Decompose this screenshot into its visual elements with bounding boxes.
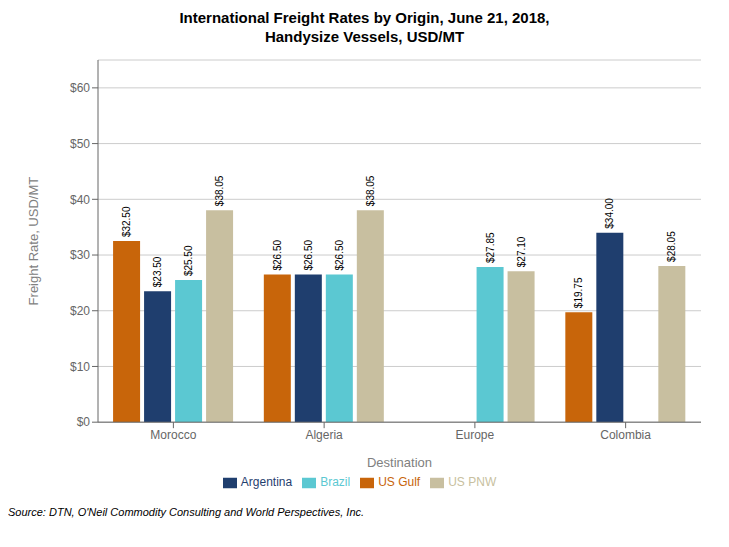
svg-text:$60: $60 <box>70 81 90 95</box>
svg-text:$26.50: $26.50 <box>303 239 314 270</box>
svg-text:Algeria: Algeria <box>305 428 343 442</box>
svg-text:Morocco: Morocco <box>150 428 196 442</box>
svg-text:$30: $30 <box>70 248 90 262</box>
svg-text:$0: $0 <box>77 415 91 429</box>
svg-text:$27.10: $27.10 <box>516 236 527 267</box>
svg-text:$23.50: $23.50 <box>152 256 163 287</box>
svg-text:$19.75: $19.75 <box>573 277 584 308</box>
svg-text:$27.85: $27.85 <box>485 232 496 263</box>
html-text:US Gulf: US Gulf <box>378 475 421 490</box>
svg-text:$40: $40 <box>70 193 90 207</box>
svg-text:$50: $50 <box>70 137 90 151</box>
html-text:Source: DTN, O'Neil Commodity: Source: DTN, O'Neil Commodity Consulting… <box>8 506 365 518</box>
svg-text:$32.50: $32.50 <box>121 206 132 237</box>
html-text:Brazil: Brazil <box>320 475 351 490</box>
svg-text:$26.50: $26.50 <box>334 239 345 270</box>
svg-text:$10: $10 <box>70 360 90 374</box>
svg-text:$20: $20 <box>70 304 90 318</box>
svg-text:$25.50: $25.50 <box>183 245 194 276</box>
svg-text:$26.50: $26.50 <box>272 239 283 270</box>
svg-text:Destination: Destination <box>367 455 432 470</box>
svg-text:$28.05: $28.05 <box>666 231 677 262</box>
html-text:Argentina: Argentina <box>240 475 293 490</box>
svg-text:Europe: Europe <box>456 428 495 442</box>
svg-text:$38.05: $38.05 <box>214 175 225 206</box>
html-text:US PNW: US PNW <box>448 475 497 490</box>
svg-text:Freight Rate, USD/MT: Freight Rate, USD/MT <box>26 177 41 306</box>
svg-text:$38.05: $38.05 <box>365 175 376 206</box>
html-text:International Freight Rates by: International Freight Rates by Origin, J… <box>179 9 550 45</box>
svg-text:$34.00: $34.00 <box>604 198 615 229</box>
svg-text:Colombia: Colombia <box>600 428 651 442</box>
